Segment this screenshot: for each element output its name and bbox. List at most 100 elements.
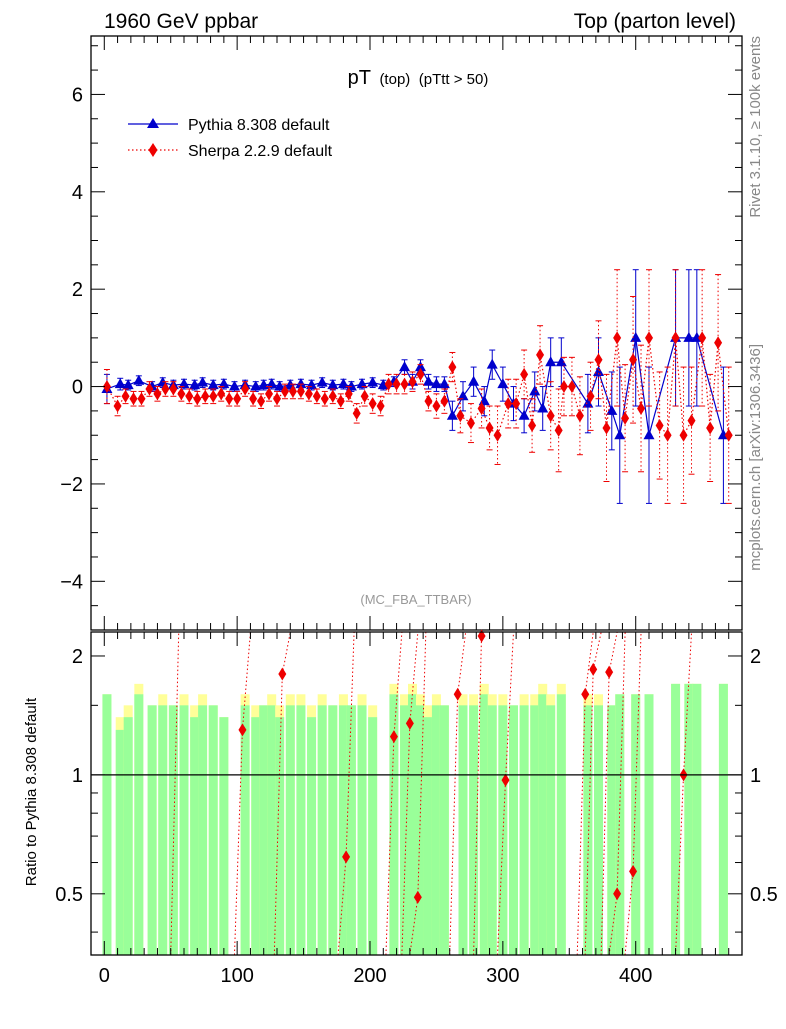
xtick-label-1: 100 <box>220 965 253 987</box>
legend-label-sherpa: Sherpa 2.2.9 default <box>188 143 333 160</box>
data-point-0-52 <box>643 429 655 440</box>
ratio-band-green-35 <box>479 694 489 955</box>
data-point-0-51 <box>630 331 642 342</box>
ratio-band-green-42 <box>546 705 556 955</box>
ratio-connector-9 <box>497 780 507 956</box>
data-point-1-75 <box>724 428 733 442</box>
ratio-connector-b-5 <box>409 631 419 724</box>
ratio-point-1 <box>238 723 247 737</box>
ratio-band-green-32 <box>439 705 449 955</box>
ratio-band-green-1 <box>115 729 125 955</box>
data-point-1-7 <box>161 382 170 396</box>
data-point-1-12 <box>201 389 210 403</box>
ratio-band-green-12 <box>240 705 250 955</box>
data-point-1-10 <box>185 389 194 403</box>
ratio-band-green-11 <box>219 717 229 955</box>
data-point-0-36 <box>457 390 469 401</box>
ratio-band-green-26 <box>389 694 399 955</box>
data-point-1-39 <box>416 367 425 381</box>
data-point-1-51 <box>520 367 529 381</box>
ratio-band-green-4 <box>147 705 157 955</box>
ratio-ytick-label-right-2: 2 <box>750 646 761 668</box>
ratio-band-green-24 <box>357 705 367 955</box>
ratio-ytick-label-right-1: 1 <box>750 765 761 787</box>
data-point-0-32 <box>422 375 434 386</box>
ratio-connector-4 <box>385 736 395 956</box>
ratio-connector-b-10 <box>584 631 594 695</box>
ratio-band-green-25 <box>368 717 378 955</box>
ratio-point-10 <box>581 687 590 701</box>
ratio-point-12 <box>605 665 614 679</box>
data-point-0-1 <box>114 378 126 389</box>
xtick-label-2: 200 <box>353 965 386 987</box>
data-point-0-37 <box>468 375 480 386</box>
data-point-0-48 <box>593 365 605 376</box>
data-point-1-57 <box>567 380 576 394</box>
data-point-1-27 <box>320 392 329 406</box>
ratio-band-green-19 <box>307 717 317 955</box>
rivet-label: Rivet 3.1.10, ≥ 100k events <box>747 36 764 218</box>
data-point-0-19 <box>295 378 307 389</box>
ratio-connector-7 <box>449 694 459 956</box>
data-point-1-60 <box>594 353 603 367</box>
ratio-connector-b-1 <box>241 631 251 730</box>
data-point-0-27 <box>377 379 389 390</box>
ratio-band-green-2 <box>123 717 133 955</box>
data-point-1-33 <box>368 397 377 411</box>
ratio-band-green-10 <box>208 705 218 955</box>
ratio-point-2 <box>278 667 287 681</box>
main-ytick-label-4: 4 <box>72 182 83 204</box>
data-point-1-36 <box>392 377 401 391</box>
ratio-ytick-label-right-0: 0.5 <box>750 884 778 906</box>
ratio-band-green-38 <box>508 705 518 955</box>
data-point-1-28 <box>328 389 337 403</box>
data-point-1-11 <box>193 392 202 406</box>
mcplots-label: mcplots.cern.ch [arXiv:1306.3436] <box>747 344 764 571</box>
ratio-connector-b-2 <box>281 631 291 675</box>
data-point-1-52 <box>528 419 537 433</box>
data-point-1-65 <box>637 401 646 415</box>
ratio-band-green-45 <box>594 705 604 955</box>
ratio-point-6 <box>413 890 422 904</box>
data-point-1-6 <box>153 387 162 401</box>
data-point-0-2 <box>122 379 134 390</box>
ratio-band-green-53 <box>718 683 728 955</box>
xtick-label-3: 300 <box>486 965 519 987</box>
data-point-1-62 <box>613 331 622 345</box>
ratio-connector-b-11 <box>592 631 602 670</box>
data-point-1-32 <box>360 389 369 403</box>
data-point-0-21 <box>316 376 328 387</box>
data-point-1-0 <box>102 380 111 394</box>
data-point-0-9 <box>197 376 209 387</box>
data-point-1-68 <box>663 428 672 442</box>
ratio-connector-b-9 <box>505 631 515 781</box>
data-point-1-35 <box>384 377 393 391</box>
data-point-1-15 <box>225 392 234 406</box>
data-point-0-12 <box>228 380 240 391</box>
data-point-1-71 <box>687 414 696 428</box>
data-point-1-58 <box>575 409 584 423</box>
data-point-1-17 <box>241 382 250 396</box>
data-point-1-5 <box>145 382 154 396</box>
data-point-1-41 <box>432 399 441 413</box>
ratio-band-green-3 <box>134 694 144 955</box>
ratio-connector-5 <box>401 723 411 956</box>
ratio-band-green-41 <box>538 694 548 955</box>
ratio-band-green-20 <box>317 705 327 955</box>
data-point-1-31 <box>352 406 361 420</box>
data-point-0-11 <box>218 378 230 389</box>
data-point-1-14 <box>217 387 226 401</box>
plot-title-sub1: (top) <box>379 71 410 88</box>
data-point-1-56 <box>559 380 568 394</box>
data-point-0-23 <box>337 378 349 389</box>
ratio-connector-b-4 <box>393 631 403 737</box>
data-point-1-73 <box>706 421 715 435</box>
data-point-1-44 <box>456 409 465 423</box>
legend-label-pythia: Pythia 8.308 default <box>188 117 330 134</box>
ratio-band-green-49 <box>644 694 654 955</box>
ratio-band-green-51 <box>684 683 694 955</box>
ratio-frame <box>90 631 743 956</box>
data-point-1-47 <box>485 421 494 435</box>
data-point-1-55 <box>554 423 563 437</box>
ratio-band-green-40 <box>530 705 540 955</box>
